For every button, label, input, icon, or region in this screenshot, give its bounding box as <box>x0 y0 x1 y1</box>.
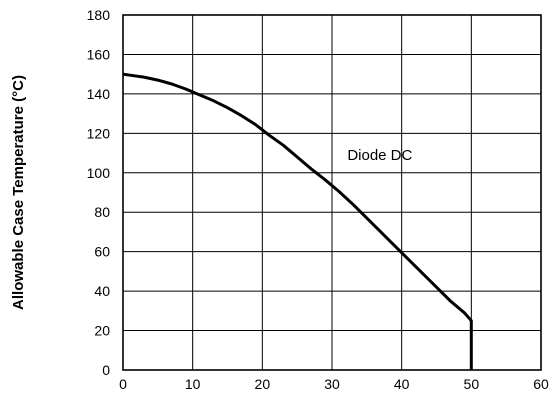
y-tick-labels: 0 20 40 60 80 100 120 140 160 180 <box>87 7 111 378</box>
x-tick-label: 20 <box>255 376 271 392</box>
x-tick-label: 50 <box>464 376 480 392</box>
x-tick-label: 10 <box>185 376 201 392</box>
annotation-diode-dc: Diode DC <box>347 147 412 164</box>
y-tick-label: 80 <box>94 204 110 220</box>
x-tick-label: 60 <box>533 376 549 392</box>
y-tick-label: 180 <box>87 7 111 23</box>
y-tick-label: 100 <box>87 165 111 181</box>
plot-frame <box>122 14 542 371</box>
x-tick-label: 0 <box>119 376 127 392</box>
y-tick-label: 40 <box>94 283 110 299</box>
y-tick-label: 0 <box>102 362 110 378</box>
y-tick-label: 160 <box>87 46 111 62</box>
grid <box>123 15 541 370</box>
x-tick-labels: 0 10 20 30 40 50 60 <box>119 376 549 392</box>
y-axis-title: Allowable Case Temperature (°C) <box>10 75 27 310</box>
series-line <box>122 72 473 370</box>
y-tick-label: 20 <box>94 323 110 339</box>
y-tick-label: 120 <box>87 125 111 141</box>
y-tick-label: 60 <box>94 244 110 260</box>
y-tick-label: 140 <box>87 86 111 102</box>
x-tick-label: 30 <box>324 376 340 392</box>
x-tick-label: 40 <box>394 376 410 392</box>
